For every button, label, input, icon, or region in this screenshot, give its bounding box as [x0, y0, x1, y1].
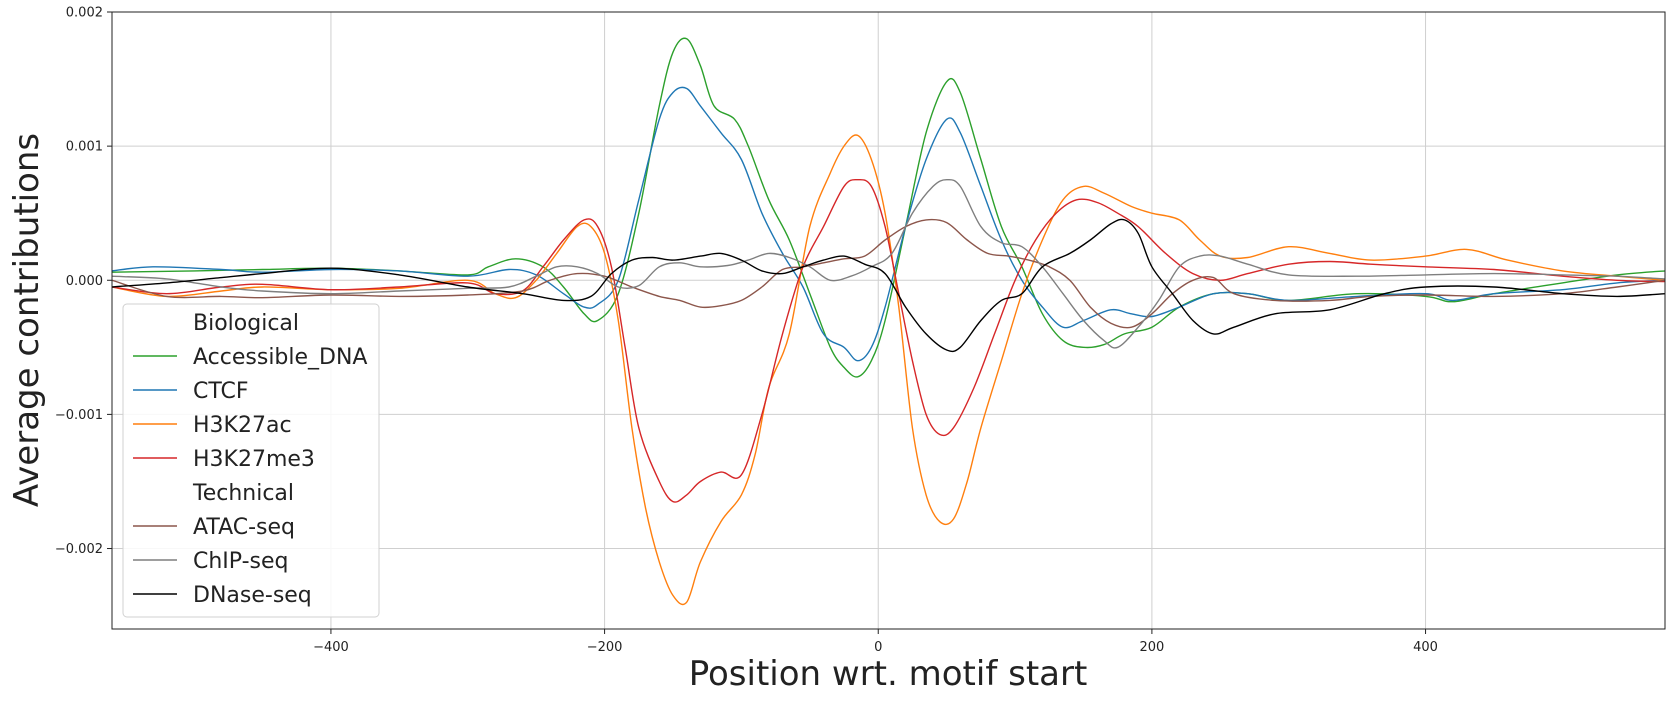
- plot-frame: [111, 11, 1666, 630]
- legend-entry-label: H3K27ac: [193, 413, 292, 438]
- y-tick-label: 0.001: [66, 140, 103, 155]
- legend-entry-label: DNase-seq: [193, 583, 312, 608]
- legend-entry-label: ATAC-seq: [193, 515, 295, 540]
- x-tick-label: −400: [313, 640, 349, 655]
- x-tick-label: −200: [587, 640, 623, 655]
- legend-entry-label: H3K27me3: [193, 447, 315, 472]
- y-tick-label: 0.000: [66, 274, 103, 289]
- legend-entry-label: Accessible_DNA: [193, 345, 368, 370]
- legend-group-title: Biological: [193, 311, 299, 336]
- series-line-chip-seq: [112, 178, 1665, 349]
- series-line-h3k27me3: [112, 178, 1665, 503]
- legend-entry-label: CTCF: [193, 379, 249, 404]
- y-tick-label: −0.001: [55, 408, 103, 423]
- y-axis-title: Average contributions: [7, 133, 47, 507]
- x-axis: −400 −200 0 200 400: [313, 629, 1438, 655]
- series-line-h3k27ac: [112, 134, 1665, 606]
- y-axis: 0.002 0.001 0.000 −0.001 −0.002: [55, 6, 112, 557]
- legend-entry-label: ChIP-seq: [193, 549, 288, 574]
- series-line-dnase-seq: [112, 218, 1665, 353]
- series-group: [112, 37, 1665, 606]
- legend-box: [122, 303, 380, 618]
- x-tick-label: 400: [1413, 640, 1438, 655]
- y-tick-label: −0.002: [55, 542, 103, 557]
- x-axis-title: Position wrt. motif start: [689, 654, 1088, 694]
- legend: Biological Accessible_DNA CTCF H3K27ac H3K27…: [122, 303, 380, 618]
- legend-group-title: Technical: [192, 481, 294, 506]
- y-tick-label: 0.002: [66, 6, 103, 21]
- x-tick-label: 200: [1139, 640, 1164, 655]
- x-tick-label: 0: [874, 640, 882, 655]
